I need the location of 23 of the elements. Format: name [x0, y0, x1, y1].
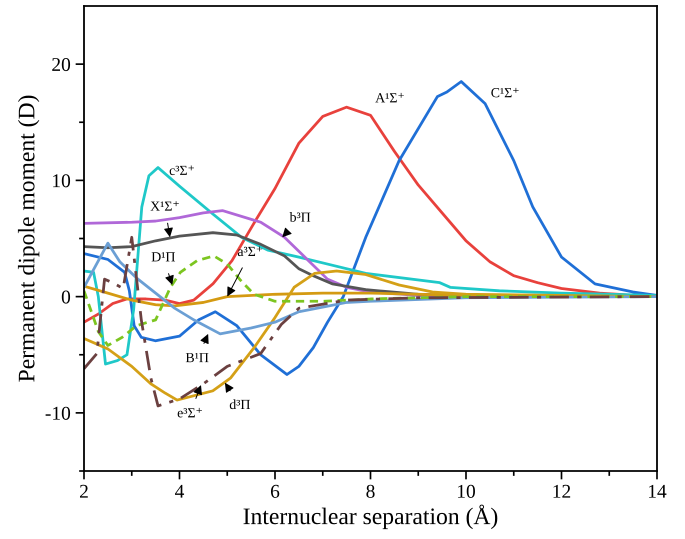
x-tick-label: 4 [175, 484, 184, 498]
annotation: c³Σ⁺ [170, 166, 194, 176]
y-axis-title: Permanent dipole moment (D) [18, 96, 40, 382]
annotation: A¹Σ⁺ [375, 92, 404, 102]
line-series [84, 80, 657, 376]
x-tick-label: 14 [648, 484, 666, 498]
x-tick-label: 10 [458, 484, 475, 498]
annotation: X¹Σ⁺ [150, 201, 179, 211]
y-tick-label: 20 [52, 58, 70, 72]
annotation: e³Σ⁺ [178, 408, 202, 418]
y-tick-label: 0 [62, 290, 70, 304]
x-tick-label: 8 [366, 484, 375, 498]
x-tick-label: 12 [553, 484, 570, 498]
y-tick-label: 10 [53, 174, 70, 188]
annotation: d³Π [230, 399, 250, 410]
y-tick-label: -10 [46, 406, 70, 420]
annotation: C¹Σ⁺ [491, 88, 519, 98]
annotation: b³Π [290, 212, 310, 222]
x-tick-label: 6 [270, 484, 280, 498]
annotation: B¹Π [186, 353, 208, 362]
annotation: D¹Π [152, 252, 176, 262]
x-axis-title: Internuclear separation (Å) [244, 504, 498, 530]
x-tick-label: 2 [80, 484, 88, 498]
